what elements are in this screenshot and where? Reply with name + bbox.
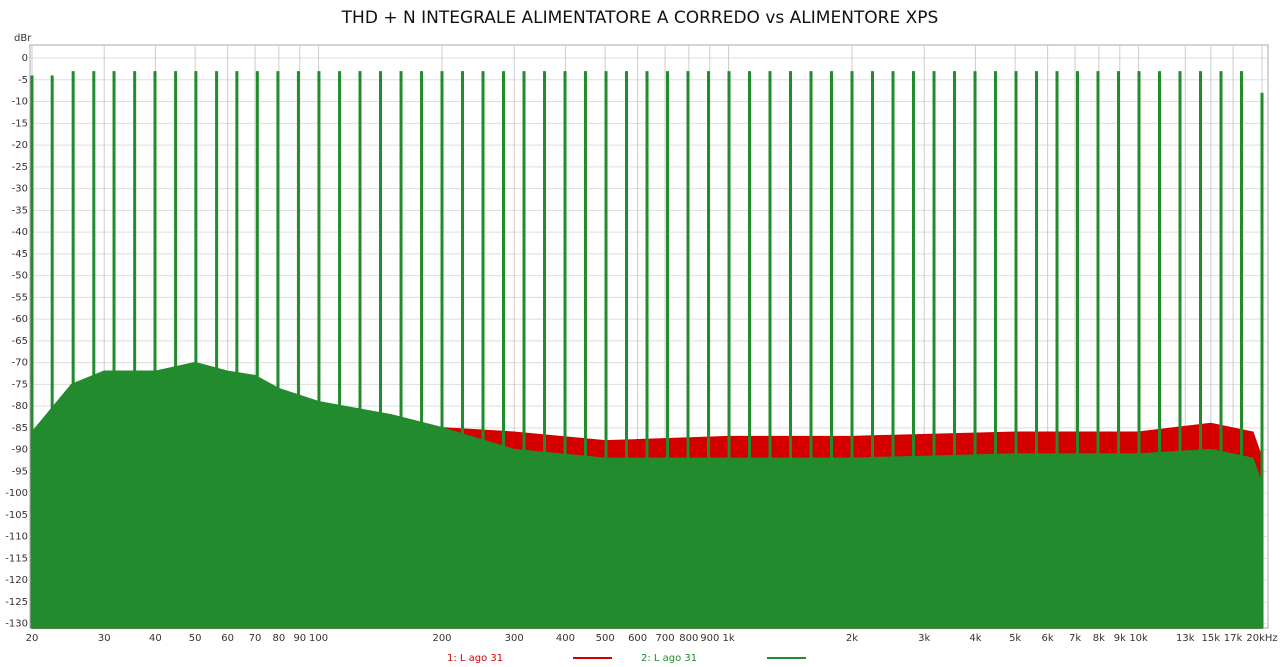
y-tick-label: -55 — [12, 292, 28, 303]
y-tick-label: -100 — [5, 488, 28, 499]
y-tick-label: -125 — [5, 597, 28, 608]
x-tick-label: 400 — [556, 633, 575, 644]
x-tick-label: 600 — [628, 633, 647, 644]
x-tick-label: 700 — [656, 633, 675, 644]
x-tick-label: 8k — [1093, 633, 1105, 644]
y-tick-label: -25 — [12, 162, 28, 173]
x-tick-label: 40 — [149, 633, 162, 644]
y-tick-label: -50 — [12, 271, 28, 282]
x-tick-label: 7k — [1069, 633, 1081, 644]
y-tick-label: -90 — [12, 445, 28, 456]
y-tick-label: -120 — [5, 575, 28, 586]
y-tick-label: -40 — [12, 227, 28, 238]
y-tick-label: -95 — [12, 466, 28, 477]
y-tick-label: 0 — [22, 53, 28, 64]
x-tick-label: 17k — [1224, 633, 1243, 644]
y-tick-label: -60 — [12, 314, 28, 325]
x-tick-label: 5k — [1009, 633, 1021, 644]
y-tick-label: -20 — [12, 140, 28, 151]
x-tick-label: 3k — [918, 633, 930, 644]
x-tick-label: 1k — [722, 633, 734, 644]
y-tick-label: -70 — [12, 358, 28, 369]
y-tick-label: -15 — [12, 118, 28, 129]
legend-label: 1: L ago 31 — [447, 653, 503, 664]
y-tick-label: -45 — [12, 249, 28, 260]
x-tick-label: 13k — [1176, 633, 1195, 644]
x-tick-label: 60 — [221, 633, 234, 644]
x-tick-label: 50 — [189, 633, 202, 644]
y-tick-label: -115 — [5, 553, 28, 564]
x-tick-label: 20 — [26, 633, 39, 644]
x-tick-label: 20kHz — [1246, 633, 1277, 644]
y-axis-label: dBr — [14, 33, 32, 44]
y-tick-label: -35 — [12, 205, 28, 216]
x-tick-label: 500 — [596, 633, 615, 644]
y-tick-label: -65 — [12, 336, 28, 347]
x-tick-label: 800 — [679, 633, 698, 644]
x-tick-label: 9k — [1114, 633, 1126, 644]
x-tick-label: 4k — [969, 633, 981, 644]
x-tick-label: 30 — [98, 633, 111, 644]
y-tick-label: -130 — [5, 619, 28, 630]
x-tick-label: 6k — [1042, 633, 1054, 644]
y-tick-label: -30 — [12, 184, 28, 195]
y-tick-label: -80 — [12, 401, 28, 412]
y-tick-label: -110 — [5, 532, 28, 543]
chart-title: THD + N INTEGRALE ALIMENTATORE A CORREDO… — [341, 8, 939, 28]
x-tick-label: 70 — [249, 633, 262, 644]
y-tick-label: -105 — [5, 510, 28, 521]
x-tick-label: 300 — [505, 633, 524, 644]
x-tick-label: 100 — [309, 633, 328, 644]
legend-label: 2: L ago 31 — [641, 653, 697, 664]
x-tick-label: 2k — [846, 633, 858, 644]
x-tick-label: 10k — [1129, 633, 1148, 644]
y-tick-label: -75 — [12, 379, 28, 390]
x-tick-label: 900 — [700, 633, 719, 644]
x-tick-label: 90 — [293, 633, 306, 644]
x-tick-label: 80 — [272, 633, 285, 644]
y-tick-label: -10 — [12, 97, 28, 108]
x-tick-label: 15k — [1202, 633, 1221, 644]
y-tick-label: -5 — [18, 75, 28, 86]
x-tick-label: 200 — [432, 633, 451, 644]
y-tick-label: -85 — [12, 423, 28, 434]
